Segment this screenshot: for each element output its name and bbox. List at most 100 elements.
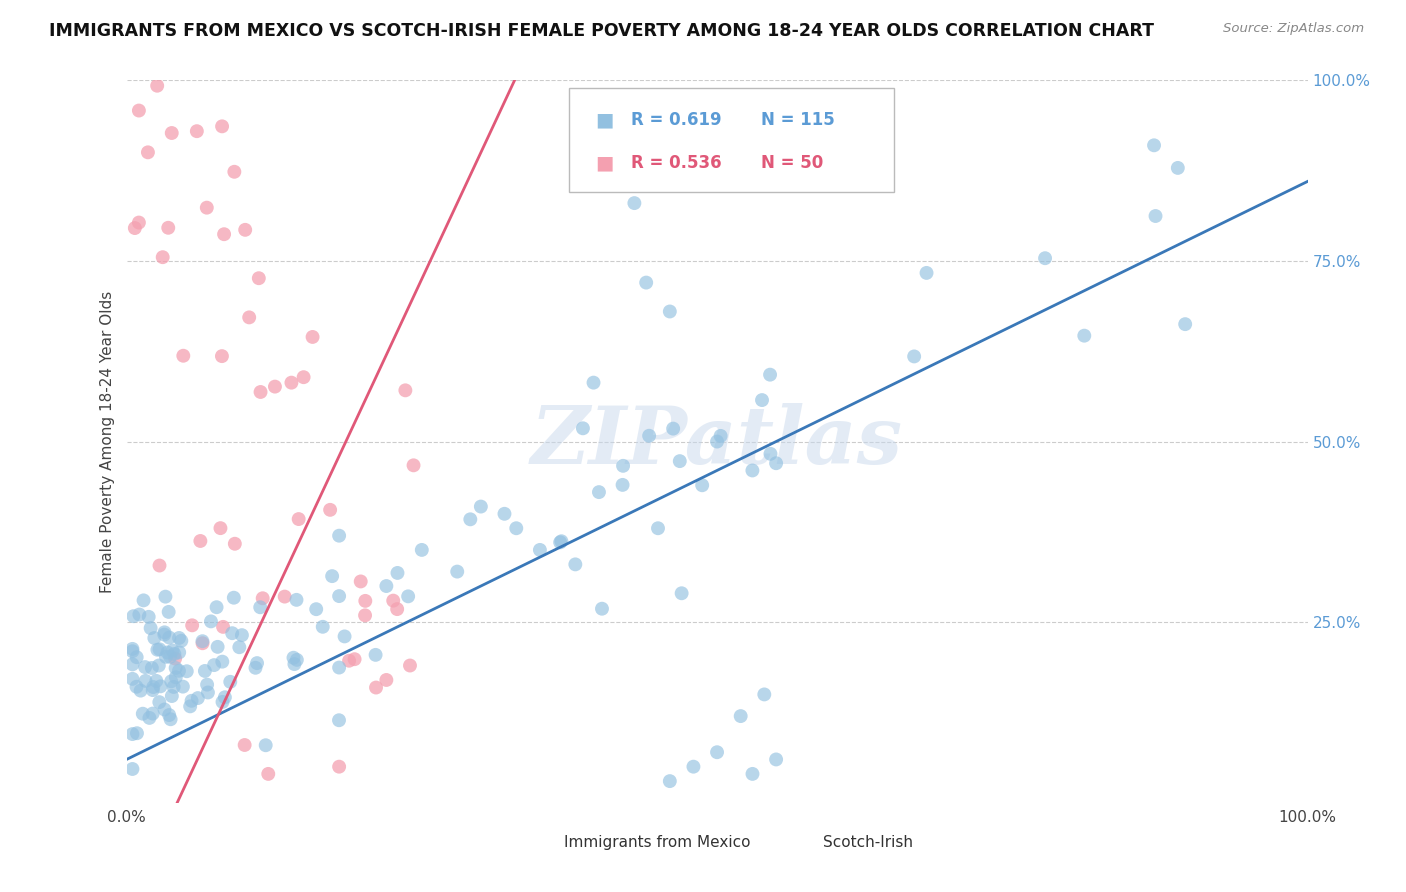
Point xyxy=(159,712,181,726)
Point xyxy=(209,521,232,535)
Point xyxy=(165,651,187,665)
Point xyxy=(328,760,350,774)
Point xyxy=(301,330,323,344)
Point xyxy=(121,727,143,741)
Point xyxy=(142,683,165,698)
Point xyxy=(690,478,713,492)
Point xyxy=(754,687,776,701)
Point xyxy=(195,201,218,215)
Point xyxy=(470,500,492,514)
Point xyxy=(145,673,167,688)
Point xyxy=(730,709,752,723)
Point xyxy=(612,478,634,492)
Point xyxy=(224,537,246,551)
Point xyxy=(163,680,186,694)
Point xyxy=(638,429,661,443)
Point xyxy=(247,271,270,285)
Point xyxy=(162,643,184,657)
Point xyxy=(238,310,260,325)
Point xyxy=(179,699,201,714)
Point xyxy=(285,592,308,607)
Point xyxy=(588,485,610,500)
Point xyxy=(186,124,208,138)
Point xyxy=(165,670,187,684)
Point xyxy=(211,695,233,709)
Point xyxy=(152,250,174,264)
Point xyxy=(280,376,302,390)
Point xyxy=(138,711,160,725)
Point xyxy=(591,601,613,615)
Point xyxy=(751,393,773,408)
Point xyxy=(136,145,159,160)
Point xyxy=(572,421,595,435)
Point xyxy=(121,644,143,658)
Y-axis label: Female Poverty Among 18-24 Year Olds: Female Poverty Among 18-24 Year Olds xyxy=(100,291,115,592)
Point xyxy=(176,665,198,679)
Point xyxy=(195,678,218,692)
Point xyxy=(385,602,408,616)
Point xyxy=(402,458,425,473)
Point xyxy=(157,605,180,619)
Text: ■: ■ xyxy=(595,111,614,129)
Point xyxy=(375,673,398,687)
Point xyxy=(636,276,658,290)
Point xyxy=(765,456,787,470)
Point xyxy=(128,216,150,230)
Point xyxy=(205,600,228,615)
Point xyxy=(364,681,387,695)
Point xyxy=(211,349,233,363)
Text: IMMIGRANTS FROM MEXICO VS SCOTCH-IRISH FEMALE POVERTY AMONG 18-24 YEAR OLDS CORR: IMMIGRANTS FROM MEXICO VS SCOTCH-IRISH F… xyxy=(49,22,1154,40)
Point xyxy=(505,521,527,535)
Point xyxy=(148,658,170,673)
Point xyxy=(211,120,233,134)
Point xyxy=(387,566,409,580)
Point xyxy=(157,708,180,723)
Point xyxy=(132,706,155,721)
Point xyxy=(157,220,180,235)
Point xyxy=(548,535,571,549)
Point xyxy=(160,126,183,140)
Point xyxy=(249,600,271,615)
Point xyxy=(180,694,202,708)
Point xyxy=(328,529,350,543)
Point xyxy=(207,640,229,654)
Point xyxy=(623,196,645,211)
Point xyxy=(765,752,787,766)
Point xyxy=(759,447,782,461)
Point xyxy=(710,429,733,443)
Point xyxy=(155,590,177,604)
Point xyxy=(564,558,586,572)
Point xyxy=(682,760,704,774)
Point xyxy=(167,631,190,645)
Point xyxy=(283,657,305,672)
Point xyxy=(121,657,143,672)
Point xyxy=(231,628,253,642)
Point xyxy=(382,593,405,607)
Point xyxy=(399,658,422,673)
Point xyxy=(354,594,377,608)
Point xyxy=(200,615,222,629)
Point xyxy=(668,454,690,468)
Point xyxy=(121,762,143,776)
Point xyxy=(156,645,179,659)
Point xyxy=(159,649,181,664)
Point xyxy=(155,649,177,664)
Point xyxy=(148,695,170,709)
Point xyxy=(153,627,176,641)
Point xyxy=(172,349,194,363)
Point xyxy=(202,658,225,673)
Point xyxy=(333,629,356,643)
Point xyxy=(350,574,373,589)
Point xyxy=(285,653,308,667)
Point xyxy=(172,680,194,694)
Point xyxy=(190,533,212,548)
Point xyxy=(194,664,217,678)
Point xyxy=(396,590,419,604)
Point xyxy=(211,655,233,669)
Point xyxy=(706,745,728,759)
Point xyxy=(212,227,235,242)
Point xyxy=(1174,317,1197,331)
Point xyxy=(529,542,551,557)
Point xyxy=(460,512,482,526)
Point xyxy=(328,713,350,727)
